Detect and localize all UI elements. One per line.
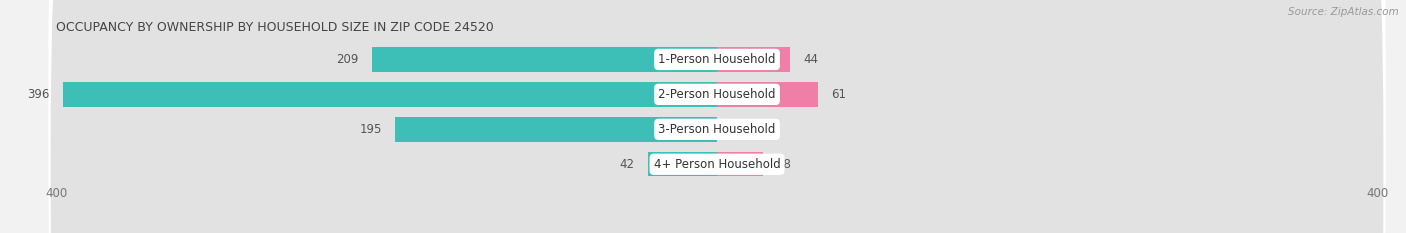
Text: 42: 42: [620, 158, 634, 171]
Text: Source: ZipAtlas.com: Source: ZipAtlas.com: [1288, 7, 1399, 17]
Text: 0: 0: [730, 123, 738, 136]
Text: 44: 44: [803, 53, 818, 66]
Text: 1-Person Household: 1-Person Household: [658, 53, 776, 66]
Text: 3-Person Household: 3-Person Household: [658, 123, 776, 136]
Bar: [648, 152, 717, 177]
Text: 4+ Person Household: 4+ Person Household: [654, 158, 780, 171]
Text: 195: 195: [360, 123, 381, 136]
Bar: [395, 117, 717, 142]
FancyBboxPatch shape: [49, 0, 1385, 233]
Text: 2-Person Household: 2-Person Household: [658, 88, 776, 101]
Text: OCCUPANCY BY OWNERSHIP BY HOUSEHOLD SIZE IN ZIP CODE 24520: OCCUPANCY BY OWNERSHIP BY HOUSEHOLD SIZE…: [56, 21, 494, 34]
Bar: [371, 47, 717, 72]
Text: 396: 396: [27, 88, 49, 101]
FancyBboxPatch shape: [49, 0, 1385, 233]
FancyBboxPatch shape: [49, 0, 1385, 233]
Bar: [717, 152, 763, 177]
Text: 209: 209: [336, 53, 359, 66]
Bar: [717, 82, 818, 107]
Text: 61: 61: [831, 88, 846, 101]
Bar: [63, 82, 717, 107]
FancyBboxPatch shape: [49, 0, 1385, 233]
Bar: [717, 47, 790, 72]
Text: 28: 28: [776, 158, 792, 171]
